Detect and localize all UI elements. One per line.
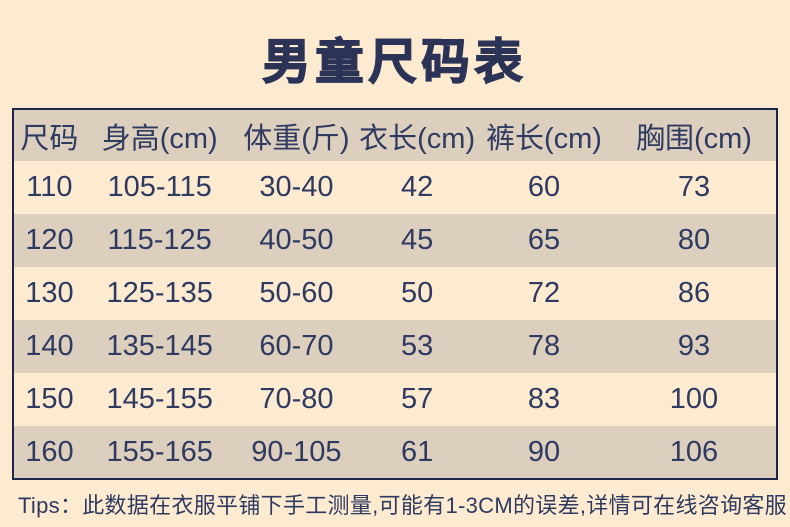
cell-size: 140 — [25, 330, 74, 362]
cell-weight: 60-70 — [259, 330, 334, 362]
table-row: 140 135-145 60-70 53 78 93 — [13, 320, 777, 373]
cell-weight: 50-60 — [259, 277, 334, 309]
cell-height: 155-165 — [106, 435, 213, 468]
cell-size: 150 — [25, 383, 74, 415]
column-header-height: 身高(cm) — [101, 122, 218, 155]
cell-pants-length: 83 — [527, 383, 561, 415]
cell-chest: 86 — [677, 277, 711, 309]
size-table: 尺码 身高(cm) 体重(斤) 衣长(cm) 裤长(cm) 胸围(cm) 110… — [12, 108, 778, 480]
cell-garment-length: 57 — [401, 383, 434, 415]
cell-height: 125-135 — [106, 277, 213, 309]
cell-garment-length: 61 — [401, 435, 434, 468]
table-row: 130 125-135 50-60 50 72 86 — [13, 267, 777, 320]
cell-garment-length: 53 — [401, 330, 434, 362]
cell-chest: 93 — [677, 330, 711, 362]
cell-height: 135-145 — [106, 330, 213, 362]
cell-garment-length: 42 — [401, 171, 434, 203]
cell-chest: 73 — [677, 171, 711, 203]
cell-weight: 40-50 — [259, 224, 334, 256]
column-header-weight: 体重(斤) — [243, 122, 350, 155]
cell-pants-length: 90 — [527, 435, 561, 468]
cell-pants-length: 60 — [527, 171, 561, 203]
cell-weight: 70-80 — [259, 383, 334, 415]
table-row: 120 115-125 40-50 45 65 80 — [13, 214, 777, 267]
cell-weight: 30-40 — [259, 171, 334, 203]
table-header-row: 尺码 身高(cm) 体重(斤) 衣长(cm) 裤长(cm) 胸围(cm) — [13, 109, 777, 161]
cell-garment-length: 50 — [401, 277, 434, 309]
column-header-garment-length: 衣长(cm) — [359, 122, 476, 155]
cell-height: 105-115 — [107, 171, 212, 203]
column-header-size: 尺码 — [20, 122, 79, 155]
column-header-pants-length: 裤长(cm) — [485, 122, 602, 155]
tips-note: Tips：此数据在衣服平铺下手工测量,可能有1-3CM的误差,详情可在线咨询客服 — [18, 493, 787, 518]
cell-height: 145-155 — [106, 383, 213, 415]
cell-pants-length: 65 — [527, 224, 561, 256]
cell-weight: 90-105 — [251, 435, 342, 468]
cell-size: 110 — [26, 171, 73, 203]
page-title: 男童尺码表 — [262, 35, 528, 90]
table-row: 160 155-165 90-105 61 90 106 — [13, 426, 777, 479]
cell-chest: 100 — [669, 383, 719, 415]
column-header-chest: 胸围(cm) — [635, 122, 752, 155]
cell-garment-length: 45 — [401, 224, 434, 256]
cell-size: 160 — [25, 435, 74, 468]
cell-pants-length: 72 — [527, 277, 561, 309]
cell-chest: 80 — [677, 224, 711, 256]
cell-height: 115-125 — [107, 224, 212, 256]
cell-size: 120 — [25, 224, 74, 256]
table-row: 110 105-115 30-40 42 60 73 — [13, 161, 777, 214]
cell-pants-length: 78 — [527, 330, 561, 362]
cell-size: 130 — [25, 277, 74, 309]
cell-chest: 106 — [669, 435, 719, 468]
table-row: 150 145-155 70-80 57 83 100 — [13, 373, 777, 426]
